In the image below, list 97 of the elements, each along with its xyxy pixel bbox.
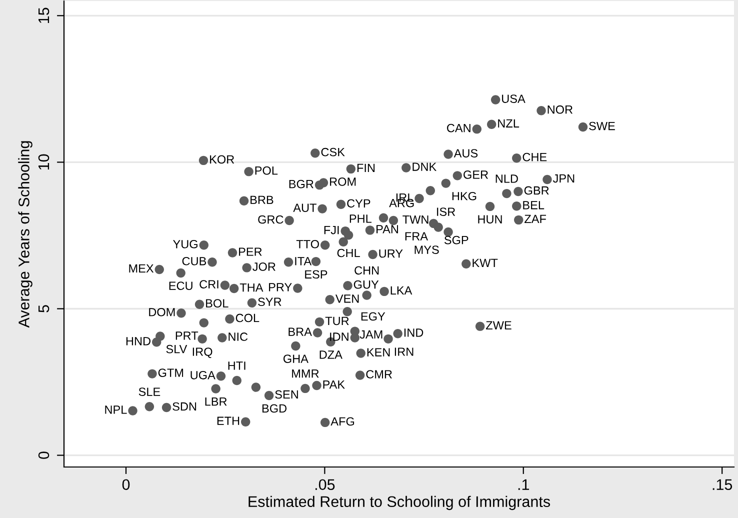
data-label: ITA: [295, 257, 312, 266]
data-label: LBR: [205, 398, 227, 406]
data-label: IDN: [330, 332, 348, 341]
x-tick-label: .15: [712, 479, 732, 490]
data-label: ISR: [437, 208, 456, 216]
data-label: HND: [126, 337, 150, 346]
data-label: AUS: [454, 149, 478, 158]
data-label: SLV: [166, 344, 188, 354]
data-label: MEX: [129, 264, 154, 273]
data-label: DZA: [320, 350, 342, 359]
data-label: NOR: [548, 105, 573, 114]
y-tick-label: 10: [38, 154, 50, 170]
data-label: HKG: [452, 192, 476, 200]
data-label: CSK: [321, 148, 345, 156]
data-label: ZAF: [524, 214, 546, 223]
data-label: SDN: [172, 402, 196, 411]
data-label: BGR: [289, 180, 314, 188]
data-label: PAK: [323, 380, 345, 389]
y-axis-title: Average Years of Schooling: [18, 141, 32, 328]
x-tick-label: 0: [122, 479, 130, 490]
data-label: MYS: [414, 246, 439, 254]
data-label: SEN: [275, 390, 298, 399]
data-label: PRT: [176, 332, 198, 340]
data-label: BGD: [262, 404, 287, 413]
x-tick-label: .1: [518, 479, 530, 490]
data-label: KOR: [210, 155, 234, 164]
data-label: NZL: [498, 119, 520, 128]
data-label: FIN: [357, 164, 375, 172]
data-label: IRQ: [192, 348, 212, 358]
data-label: JPN: [552, 174, 574, 183]
data-label: PER: [239, 248, 262, 256]
data-label: GER: [464, 170, 488, 179]
y-tick-label: 15: [38, 8, 50, 23]
data-label: CYP: [347, 199, 370, 208]
data-label: COL: [236, 314, 260, 322]
data-label: IND: [404, 328, 424, 337]
data-label: POL: [255, 166, 278, 175]
data-label: BEL: [523, 201, 544, 210]
data-label: NLD: [496, 174, 518, 183]
x-tick-label: .05: [315, 479, 335, 490]
data-label: GUY: [354, 280, 379, 289]
data-label: SLE: [138, 388, 160, 396]
y-tick-label: 0: [38, 452, 50, 459]
data-label: BRA: [288, 328, 312, 336]
data-label: PAN: [376, 225, 398, 234]
data-label: SYR: [258, 298, 282, 306]
data-label: HUN: [478, 215, 502, 224]
y-tick-label: 5: [38, 305, 50, 312]
data-label: MMR: [292, 370, 319, 378]
data-label: YUG: [173, 240, 198, 248]
data-label: SGP: [444, 236, 468, 244]
data-label: HTI: [228, 362, 246, 370]
data-label: IRN: [394, 348, 414, 356]
data-label: CUB: [182, 256, 206, 266]
data-label: PHL: [350, 214, 372, 223]
data-label: NPL: [105, 406, 127, 414]
data-label: GBR: [524, 186, 549, 195]
data-label: EGY: [361, 312, 386, 321]
data-label: FJI: [324, 226, 339, 234]
data-label: JOR: [252, 262, 276, 271]
data-label: UGA: [190, 370, 216, 380]
data-label: ECU: [169, 282, 192, 290]
data-label: DNK: [412, 162, 436, 171]
data-label: THA: [240, 283, 264, 292]
data-label: ESP: [305, 270, 328, 279]
data-label: ETH: [217, 416, 240, 425]
data-label: AUT: [293, 204, 316, 212]
x-axis-title: Estimated Return to Schooling of Immigrants: [248, 496, 550, 510]
data-label: TTO: [296, 240, 319, 248]
data-label: BOL: [206, 299, 228, 308]
data-label: PRY: [269, 283, 292, 292]
data-label: JAM: [360, 330, 382, 339]
data-label: DOM: [149, 308, 175, 316]
data-label: URY: [379, 249, 403, 258]
data-label: CMR: [366, 370, 392, 378]
data-label: GHA: [283, 354, 308, 363]
data-label: VEN: [335, 294, 359, 303]
data-label: ROM: [330, 178, 356, 186]
data-label: FRA: [405, 232, 428, 240]
data-label: NIC: [228, 332, 248, 341]
data-label: CHE: [522, 152, 547, 162]
data-label: KEN: [367, 348, 390, 356]
data-label: ZWE: [486, 321, 512, 330]
data-label: BRB: [250, 196, 274, 204]
data-label: CRI: [200, 280, 218, 288]
data-label: GRC: [258, 215, 284, 224]
data-label: CAN: [447, 124, 470, 132]
data-label: TWN: [402, 215, 428, 224]
data-label: KWT: [472, 258, 498, 267]
data-label: SWE: [589, 122, 615, 130]
data-label: CHL: [337, 248, 360, 258]
data-label: LKA: [390, 286, 412, 294]
data-label: GTM: [158, 368, 184, 377]
data-label: CHN: [354, 266, 379, 275]
data-label: AFG: [330, 417, 354, 426]
data-label: USA: [502, 94, 526, 103]
data-label: TUR: [325, 316, 349, 326]
